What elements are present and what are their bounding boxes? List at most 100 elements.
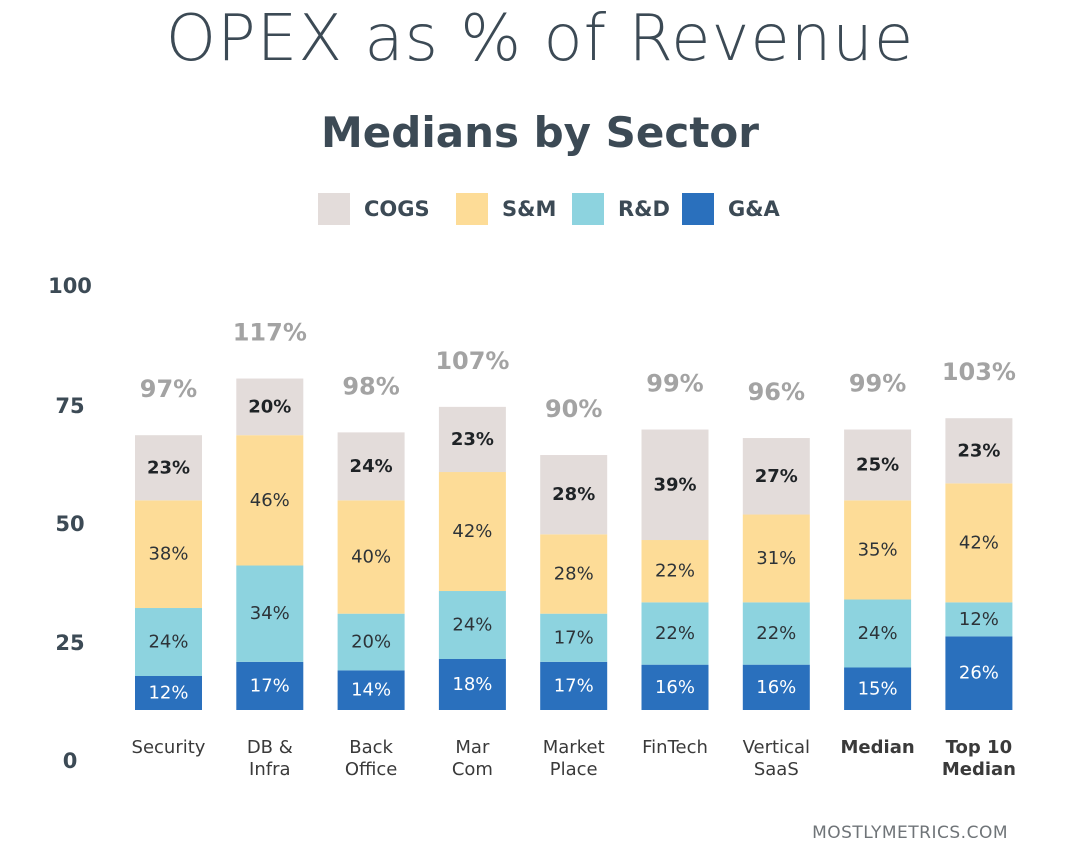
data-label-sandm: 35% bbox=[858, 539, 898, 560]
x-tick-label: Vertical SaaS bbox=[743, 737, 810, 780]
bar-segment-cogs bbox=[135, 435, 202, 501]
data-label-randd: 24% bbox=[148, 632, 188, 653]
bar-segment-ganda bbox=[844, 667, 912, 710]
total-label: 96% bbox=[748, 378, 805, 406]
total-label: 103% bbox=[942, 358, 1016, 386]
x-tick-label: Mar Com bbox=[452, 737, 493, 780]
bar-segment-randd bbox=[236, 565, 304, 662]
data-label-sandm: 22% bbox=[655, 561, 695, 582]
total-label: 99% bbox=[849, 370, 906, 398]
total-label: 97% bbox=[140, 375, 197, 403]
bar-segment-sandm bbox=[844, 500, 912, 600]
data-label-sandm: 40% bbox=[351, 547, 391, 568]
bar-segment-randd bbox=[742, 602, 810, 665]
data-label-cogs: 23% bbox=[957, 440, 1000, 461]
data-label-cogs: 39% bbox=[653, 474, 696, 495]
bar-segment-cogs bbox=[438, 406, 506, 473]
bar-group-top-10-median: 26% 12% 42% 23% 103% Top 10 Median bbox=[942, 358, 1016, 780]
data-label-ganda: 18% bbox=[452, 674, 492, 695]
bar-segment-ganda bbox=[945, 636, 1013, 710]
bar-segment-randd bbox=[337, 613, 405, 671]
bar-segment-sandm bbox=[438, 472, 506, 592]
bar-segment-ganda bbox=[337, 670, 405, 710]
bar-segment-ganda bbox=[641, 664, 709, 710]
bar-group-vertical-saas: 16% 22% 31% 27% 96% Vertical SaaS bbox=[743, 378, 810, 780]
bar-segment-sandm bbox=[337, 500, 405, 614]
x-tick-label: DB & Infra bbox=[247, 737, 293, 780]
data-label-randd: 24% bbox=[452, 615, 492, 636]
legend-swatch-ga bbox=[682, 193, 714, 225]
data-label-ganda: 14% bbox=[351, 680, 391, 701]
bar-group-back-office: 14% 20% 40% 24% 98% Back Office bbox=[337, 372, 405, 780]
data-label-ganda: 17% bbox=[250, 675, 290, 696]
bar-segment-cogs bbox=[337, 432, 405, 501]
data-label-randd: 20% bbox=[351, 632, 391, 653]
source-credit: MOSTLYMETRICS.COM bbox=[812, 823, 1008, 843]
legend-label-cogs: COGS bbox=[364, 197, 430, 221]
bar-segment-cogs bbox=[641, 429, 709, 541]
data-label-sandm: 42% bbox=[959, 532, 999, 553]
bar-group-security: 12% 24% 38% 23% 97% Security bbox=[132, 375, 206, 758]
bar-segment-ganda bbox=[540, 661, 608, 710]
total-label: 98% bbox=[342, 372, 399, 400]
data-label-ganda: 26% bbox=[959, 663, 999, 684]
bar-segment-ganda bbox=[236, 661, 304, 710]
data-label-randd: 12% bbox=[959, 609, 999, 630]
legend-item-cogs: COGS bbox=[318, 192, 430, 226]
bar-segment-randd bbox=[945, 602, 1013, 637]
data-label-cogs: 24% bbox=[350, 456, 393, 477]
bar-segment-randd bbox=[844, 599, 912, 668]
x-tick-label: Top 10 Median bbox=[942, 737, 1016, 780]
data-label-randd: 24% bbox=[858, 623, 898, 644]
x-tick-label: Market Place bbox=[543, 737, 605, 780]
bar-segment-sandm bbox=[540, 534, 608, 614]
data-label-cogs: 27% bbox=[755, 466, 798, 487]
bar-segment-ganda bbox=[135, 676, 202, 710]
data-label-randd: 34% bbox=[250, 603, 290, 624]
total-label: 117% bbox=[233, 319, 307, 347]
legend-label-rd: R&D bbox=[618, 197, 670, 221]
legend-label-sm: S&M bbox=[502, 197, 557, 221]
data-label-cogs: 25% bbox=[856, 454, 899, 475]
data-label-cogs: 28% bbox=[552, 484, 595, 505]
bar-segment-randd bbox=[438, 591, 506, 660]
legend-item-ga: G&A bbox=[682, 192, 780, 226]
legend-swatch-cogs bbox=[318, 193, 350, 225]
legend-label-ga: G&A bbox=[728, 197, 780, 221]
x-tick-label: Back Office bbox=[345, 737, 398, 780]
legend-swatch-rd bbox=[572, 193, 604, 225]
legend-item-sm: S&M bbox=[456, 192, 556, 226]
y-tick-label: 75 bbox=[55, 394, 84, 418]
chart-title: OPEX as % of Revenue bbox=[165, 2, 915, 76]
y-tick-label: 25 bbox=[55, 631, 84, 655]
bar-group-mar-com: 18% 24% 42% 23% 107% Mar Com bbox=[435, 347, 509, 780]
data-label-cogs: 23% bbox=[147, 457, 190, 478]
data-label-ganda: 17% bbox=[554, 675, 594, 696]
legend-item-rd: R&D bbox=[572, 192, 670, 226]
bar-segment-cogs bbox=[742, 438, 810, 515]
bar-segment-ganda bbox=[438, 659, 506, 710]
total-label: 107% bbox=[435, 347, 509, 375]
x-tick-label: Median bbox=[841, 737, 915, 758]
y-tick-label: 100 bbox=[48, 274, 92, 298]
bar-segment-cogs bbox=[540, 455, 608, 535]
data-label-sandm: 28% bbox=[554, 564, 594, 585]
data-label-ganda: 15% bbox=[858, 678, 898, 699]
data-label-sandm: 38% bbox=[148, 544, 188, 565]
total-label: 90% bbox=[545, 395, 602, 423]
bar-segment-sandm bbox=[945, 483, 1013, 603]
y-tick-label: 0 bbox=[63, 749, 78, 773]
data-label-randd: 22% bbox=[655, 623, 695, 644]
bar-segment-randd bbox=[135, 608, 202, 677]
data-label-sandm: 46% bbox=[250, 490, 290, 511]
x-tick-label: Security bbox=[132, 737, 206, 758]
bar-segment-randd bbox=[540, 613, 608, 662]
bar-segment-ganda bbox=[742, 664, 810, 710]
data-label-cogs: 23% bbox=[451, 429, 494, 450]
legend-swatch-sm bbox=[456, 193, 488, 225]
data-label-sandm: 31% bbox=[756, 548, 796, 569]
data-label-ganda: 16% bbox=[756, 677, 796, 698]
bar-segment-sandm bbox=[641, 540, 709, 603]
bar-segment-cogs bbox=[844, 429, 912, 501]
